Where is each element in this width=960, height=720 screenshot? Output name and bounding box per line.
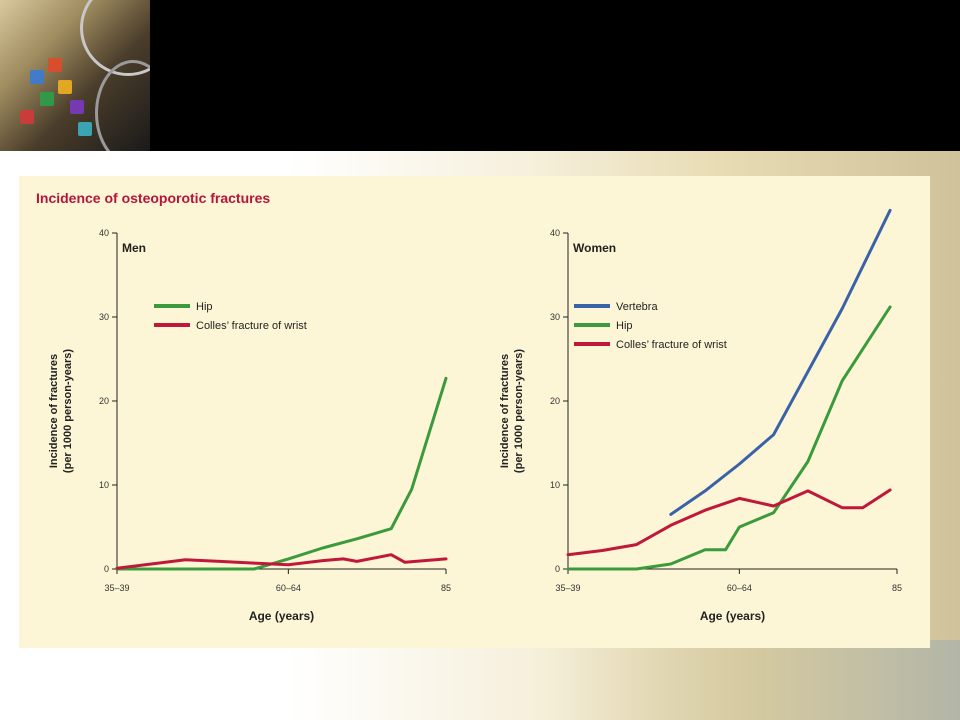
y-axis-subtitle: (per 1000 person-years) bbox=[62, 349, 74, 473]
legend-label: Colles’ fracture of wrist bbox=[196, 320, 307, 332]
legend-label: Colles’ fracture of wrist bbox=[616, 339, 727, 351]
color-tile-icon bbox=[70, 100, 84, 114]
y-tick-label: 40 bbox=[550, 228, 560, 238]
legend-label: Hip bbox=[196, 301, 213, 313]
y-axis-title: Incidence of fractures bbox=[499, 354, 511, 468]
color-tile-icon bbox=[58, 80, 72, 94]
x-tick-label: 35–39 bbox=[104, 583, 129, 593]
color-tile-icon bbox=[20, 110, 34, 124]
y-tick-label: 0 bbox=[555, 564, 560, 574]
charts-svg: 0 10 20 30 40 35–39 60–64 85 Age (years) Incidenc… bbox=[48, 208, 902, 623]
series-line bbox=[115, 376, 448, 571]
legend-label: Vertebra bbox=[616, 301, 658, 313]
series-line bbox=[566, 305, 892, 571]
color-tile-icon bbox=[48, 58, 62, 72]
panel-label: Women bbox=[573, 241, 616, 255]
y-tick-label: 20 bbox=[550, 396, 560, 406]
stethoscope-tube-icon bbox=[95, 60, 150, 151]
x-tick-label: 60–64 bbox=[276, 583, 301, 593]
header-bar bbox=[0, 0, 960, 151]
panel-label: Men bbox=[122, 241, 146, 255]
series-line bbox=[566, 488, 892, 557]
y-axis-subtitle: (per 1000 person-years) bbox=[513, 349, 525, 473]
y-tick-label: 20 bbox=[99, 396, 109, 406]
header-decorative-image bbox=[0, 0, 150, 151]
x-tick-label: 85 bbox=[892, 583, 902, 593]
x-tick-label: 85 bbox=[441, 583, 451, 593]
y-tick-label: 10 bbox=[99, 480, 109, 490]
y-tick-label: 0 bbox=[104, 564, 109, 574]
y-tick-label: 40 bbox=[99, 228, 109, 238]
background-decoration-bottom bbox=[560, 640, 960, 720]
x-axis-title: Age (years) bbox=[700, 609, 765, 623]
figure-title: Incidence of osteoporotic fractures bbox=[36, 190, 271, 206]
y-tick-label: 30 bbox=[99, 312, 109, 322]
x-axis-title: Age (years) bbox=[249, 609, 314, 623]
x-tick-label: 35–39 bbox=[555, 583, 580, 593]
color-tile-icon bbox=[78, 122, 92, 136]
y-tick-label: 30 bbox=[550, 312, 560, 322]
color-tile-icon bbox=[30, 70, 44, 84]
y-axis-title: Incidence of fractures bbox=[48, 354, 60, 468]
legend-label: Hip bbox=[616, 320, 633, 332]
series-line bbox=[115, 553, 448, 570]
y-tick-label: 10 bbox=[550, 480, 560, 490]
figure-panel: Incidence of osteoporotic fractures 0 10 2… bbox=[19, 176, 930, 648]
color-tile-icon bbox=[40, 92, 54, 106]
series-line bbox=[669, 208, 892, 516]
x-tick-label: 60–64 bbox=[727, 583, 752, 593]
